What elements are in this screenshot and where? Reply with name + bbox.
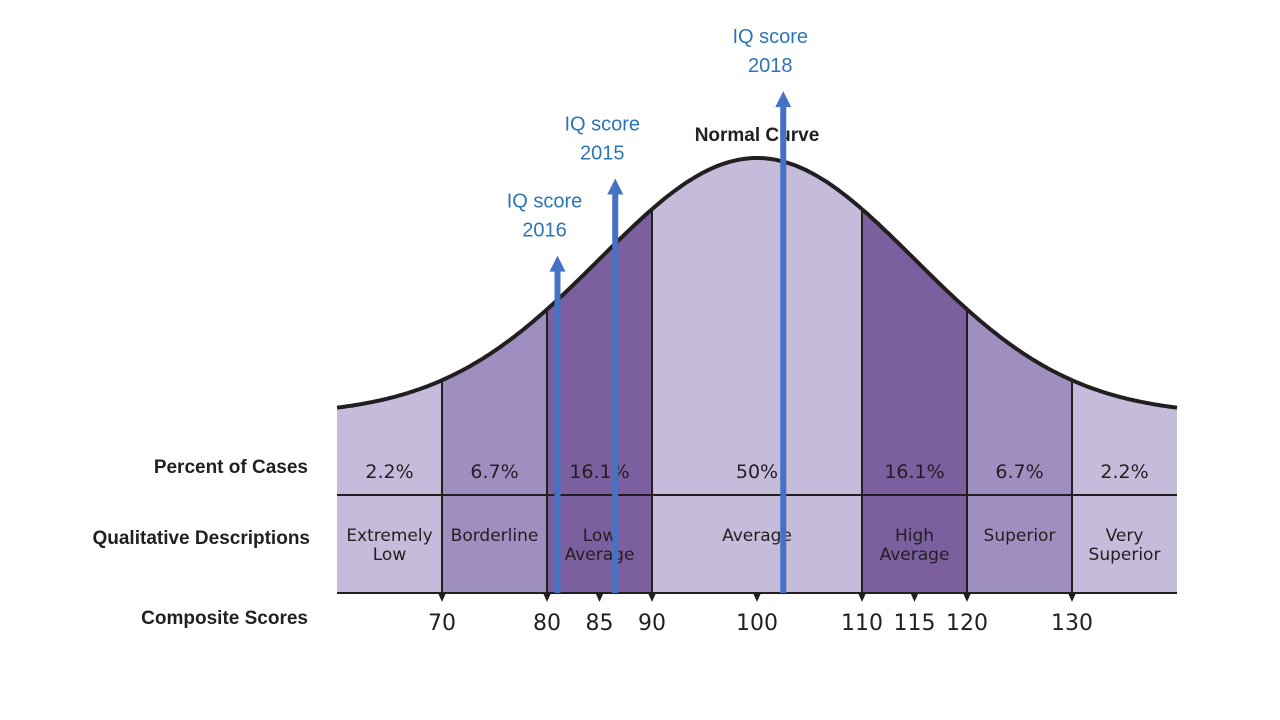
description-label: Low [373, 545, 407, 565]
tick-label: 130 [1051, 611, 1093, 636]
row-label-composite: Composite Scores [141, 608, 308, 629]
text-layer: Normal Curve Percent of Cases Qualitativ… [92, 125, 1160, 636]
tick-label: 120 [946, 611, 988, 636]
iq-marker-label: 2015 [580, 143, 625, 165]
tick-label: 80 [533, 611, 561, 636]
bands-layer [337, 158, 1177, 593]
tick-mark [910, 593, 919, 602]
normal-curve-line [336, 156, 1178, 410]
row-label-qualitative: Qualitative Descriptions [92, 528, 310, 549]
tick-mark [753, 593, 761, 602]
percent-label: 16.1% [569, 461, 629, 483]
iq-marker-label: 2018 [748, 55, 793, 77]
percent-label: 2.2% [365, 461, 413, 483]
tick-mark [858, 593, 866, 602]
tick-label: 110 [841, 611, 883, 636]
tick-mark [1068, 593, 1076, 602]
iq-marker-label: IQ score [564, 114, 640, 136]
iq-marker-label: IQ score [507, 191, 583, 213]
tick-label: 85 [586, 611, 614, 636]
curve-layer [336, 156, 1178, 410]
description-label: Extremely [346, 526, 432, 546]
percent-label: 50% [736, 461, 778, 483]
tick-mark [438, 593, 446, 602]
tick-label: 100 [736, 611, 778, 636]
band-5 [967, 309, 1072, 593]
iq-marker-label: IQ score [732, 26, 808, 48]
tick-label: 70 [428, 611, 456, 636]
tick-label: 115 [894, 611, 936, 636]
description-label: High [895, 526, 934, 546]
description-label: Borderline [451, 526, 539, 546]
description-label: Average [565, 545, 635, 565]
row-label-percent: Percent of Cases [154, 457, 308, 478]
percent-label: 6.7% [995, 461, 1043, 483]
band-6 [1072, 380, 1177, 593]
band-4 [862, 209, 967, 593]
grid-layer [337, 209, 1177, 602]
iq-marker-label: 2016 [522, 220, 567, 242]
iq-marker-arrowhead [549, 255, 566, 272]
band-0 [337, 380, 442, 593]
tick-mark [543, 593, 551, 602]
tick-mark [963, 593, 971, 602]
tick-label: 90 [638, 611, 666, 636]
description-label: Low [583, 526, 617, 546]
chart-title: Normal Curve [695, 125, 820, 146]
description-label: Average [722, 526, 792, 546]
band-3 [652, 158, 862, 593]
percent-label: 6.7% [470, 461, 518, 483]
percent-label: 2.2% [1100, 461, 1148, 483]
tick-mark [595, 593, 604, 602]
description-label: Average [880, 545, 950, 565]
band-2 [547, 209, 652, 593]
marker-layer: IQ score 2016 IQ score 2015 IQ score 2018 [507, 26, 808, 593]
band-1 [442, 309, 547, 593]
tick-mark [648, 593, 656, 602]
percent-label: 16.1% [884, 461, 944, 483]
description-label: Superior [1089, 545, 1161, 565]
description-label: Superior [984, 526, 1056, 546]
description-label: Very [1106, 526, 1144, 546]
iq-marker-arrowhead [607, 178, 624, 195]
iq-marker-arrowhead [775, 91, 792, 108]
